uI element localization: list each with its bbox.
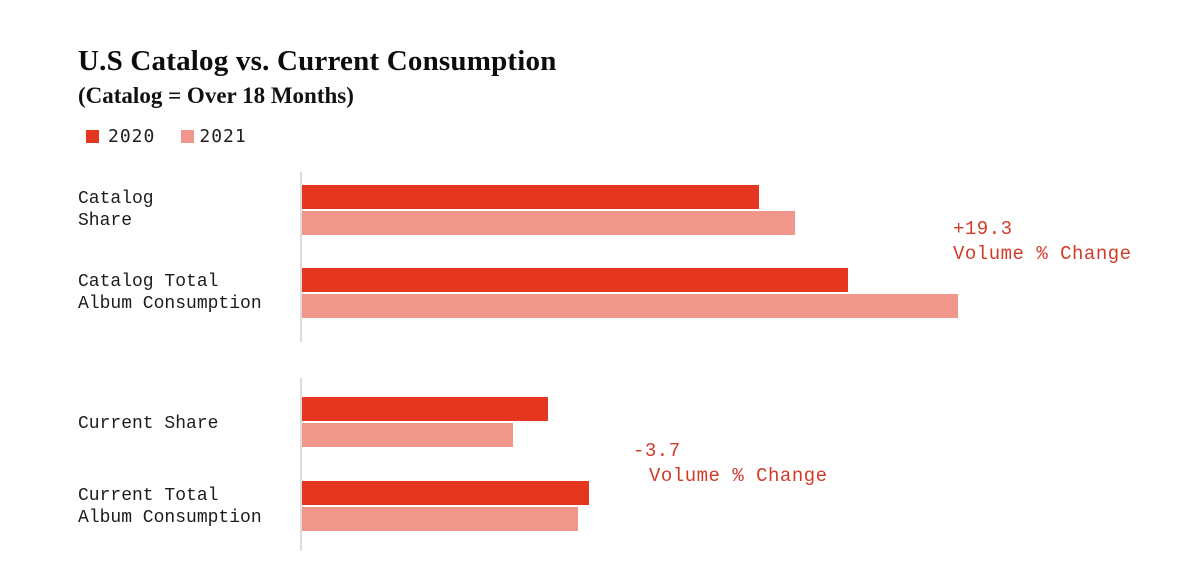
- category-label-current-total: Current Total Album Consumption: [78, 485, 262, 529]
- legend-label-2021: 2021: [199, 126, 247, 147]
- category-label-line: Share: [78, 211, 133, 231]
- category-label-line: Current Share: [78, 414, 219, 434]
- category-label-current-share: Current Share: [78, 413, 218, 435]
- axis-line-bottom: [300, 378, 302, 551]
- axis-line-top: [300, 172, 302, 342]
- annotation-current-volume-change: -3.7 Volume % Change: [633, 439, 828, 489]
- category-label-line: Album Consumption: [78, 294, 262, 314]
- bar-group-catalog-total: [302, 268, 958, 320]
- bar-current-total-2021: [302, 507, 578, 531]
- legend-swatch-2021: [181, 130, 195, 143]
- bar-catalog-share-2020: [302, 185, 759, 209]
- category-label-catalog-total: Catalog Total Album Consumption: [78, 271, 262, 315]
- bar-catalog-total-2020: [302, 268, 848, 292]
- bar-group-current-total: [302, 481, 589, 533]
- bar-current-total-2020: [302, 481, 589, 505]
- bar-current-share-2020: [302, 397, 548, 421]
- legend-label-2020: 2020: [108, 126, 156, 147]
- category-label-line: Catalog: [78, 189, 154, 209]
- annotation-catalog-volume-change: +19.3 Volume % Change: [953, 217, 1132, 267]
- category-label-line: Album Consumption: [78, 508, 262, 528]
- bar-current-share-2021: [302, 423, 513, 447]
- chart-title: U.S Catalog vs. Current Consumption: [78, 45, 557, 77]
- annotation-value: +19.3: [953, 218, 1013, 240]
- category-label-line: Current Total: [78, 486, 219, 506]
- category-label-catalog-share: Catalog Share: [78, 188, 154, 232]
- category-label-line: Catalog Total: [78, 272, 219, 292]
- chart-subtitle: (Catalog = Over 18 Months): [78, 83, 354, 108]
- bar-catalog-share-2021: [302, 211, 795, 235]
- legend: 2020 2021: [86, 126, 247, 147]
- annotation-label: Volume % Change: [649, 465, 828, 487]
- legend-swatch-2020: [86, 130, 99, 143]
- annotation-label: Volume % Change: [953, 243, 1132, 265]
- bar-catalog-total-2021: [302, 294, 958, 318]
- bar-group-catalog-share: [302, 185, 795, 237]
- annotation-value: -3.7: [633, 440, 681, 462]
- bar-group-current-share: [302, 397, 548, 449]
